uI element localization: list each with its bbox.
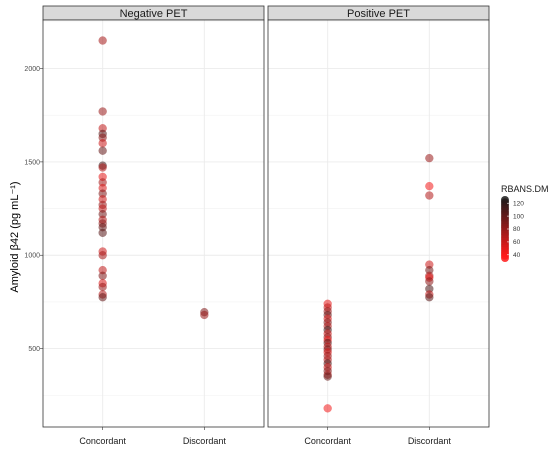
data-point [98,146,107,155]
data-point [425,277,434,286]
data-point [98,107,107,116]
x-tick-label: Discordant [408,436,452,446]
data-point [425,181,434,191]
legend-color-swatch [501,254,509,262]
data-point [98,228,107,238]
legend-tick-label: 60 [513,239,521,246]
plot-area: 500 1000 1500 2000 Negative PET Concordant Dis… [24,5,490,446]
legend-tick-label: 100 [513,213,524,220]
legend-tick-label: 40 [513,252,521,259]
data-point [98,271,107,281]
panel-background [43,20,264,427]
data-point [98,138,107,148]
legend: RBANS.DM 120 100 80 60 40 [501,184,549,262]
panel-title: Positive PET [347,8,410,20]
data-point [425,191,434,200]
panel-background [268,20,489,427]
x-tick-label: Discordant [183,436,227,446]
panel-border [42,19,265,428]
data-point [425,153,434,163]
legend-tick-label: 80 [513,226,521,233]
data-point [98,282,107,292]
y-tick-label: 500 [28,346,40,353]
data-point [98,292,107,302]
y-axis-label: Amyloid β42 (pg mL⁻¹) [9,181,21,292]
panel-border [267,19,490,428]
y-tick-label: 2000 [24,66,40,73]
data-point [323,404,332,413]
legend-title: RBANS.DM [501,184,549,194]
data-point [98,36,107,45]
data-point [200,310,209,320]
x-tick-label: Concordant [79,436,126,446]
y-tick-label: 1000 [24,253,40,260]
data-point [323,372,332,381]
data-point [98,163,107,172]
panel-title: Negative PET [120,8,188,20]
data-point [425,292,434,302]
x-tick-label: Concordant [304,436,351,446]
legend-tick-label: 120 [513,200,524,207]
y-tick-label: 1500 [24,159,40,166]
data-point [98,250,107,260]
